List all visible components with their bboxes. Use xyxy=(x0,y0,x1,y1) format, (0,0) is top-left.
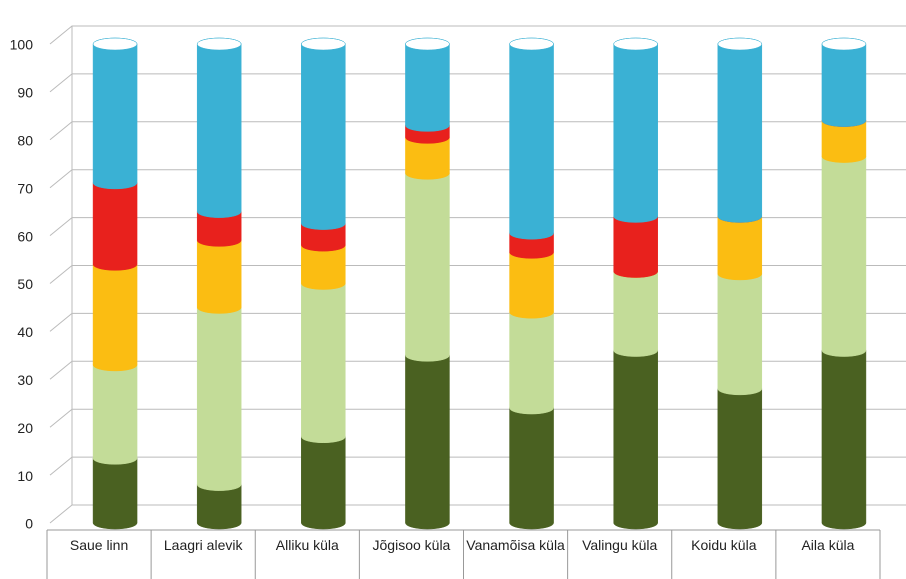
grid-line xyxy=(49,217,906,236)
cylinder-segment xyxy=(301,277,346,444)
cylinder-segment xyxy=(92,37,138,190)
x-tick-label: Saue linn xyxy=(69,537,129,553)
grid-line xyxy=(49,504,906,524)
cylinder-segment xyxy=(717,37,763,223)
x-tick-label: Laagri alevik xyxy=(163,537,243,553)
y-tick-label: 80 xyxy=(17,133,33,149)
y-tick-label: 50 xyxy=(17,276,33,292)
grid-line xyxy=(49,312,906,332)
cylinder-segment xyxy=(613,37,658,223)
cylinder-segment xyxy=(821,37,867,127)
cylinder-segment xyxy=(92,258,138,372)
grid-line xyxy=(49,121,906,141)
x-tick-label: Vanamõisa küla xyxy=(466,537,565,553)
y-tick-label: 100 xyxy=(10,37,34,53)
cylinder-segment xyxy=(405,167,450,362)
x-tick-label: Aila küla xyxy=(801,537,855,553)
x-tick-label: Koidu küla xyxy=(691,537,757,553)
x-tick-label: Valingu küla xyxy=(582,537,658,553)
cylinder-segment xyxy=(301,37,346,230)
cylinder-segment xyxy=(821,344,867,530)
x-tick-label: Alliku küla xyxy=(275,537,339,553)
cylinder-segment xyxy=(821,150,867,357)
cylinder-segment xyxy=(717,382,763,530)
grid-line xyxy=(49,169,906,189)
grid-line xyxy=(49,456,906,476)
cylinder-segment xyxy=(301,430,346,530)
y-tick-label: 10 xyxy=(17,468,33,484)
grid-line xyxy=(49,360,906,380)
grid-line xyxy=(49,265,906,284)
y-tick-label: 70 xyxy=(17,180,33,196)
cylinder-segment xyxy=(196,301,242,491)
cylinder-segment xyxy=(509,37,554,240)
y-tick-label: 40 xyxy=(17,324,33,340)
y-tick-label: 60 xyxy=(17,228,33,244)
cylinder-segment xyxy=(405,37,450,132)
grid-line xyxy=(49,25,906,45)
cylinder-segment xyxy=(405,349,450,530)
cylinder-segment xyxy=(92,176,138,271)
cylinder-segment xyxy=(613,344,658,530)
x-tick-label: Jõgisoo küla xyxy=(372,537,451,553)
grid-line xyxy=(49,408,906,428)
cylinder-segment xyxy=(717,267,763,396)
y-tick-label: 90 xyxy=(17,85,33,101)
cylinder-segment xyxy=(509,401,554,530)
y-tick-label: 30 xyxy=(17,372,33,388)
grid-line xyxy=(49,73,906,93)
cylinder-segment xyxy=(196,37,242,218)
y-tick-label: 20 xyxy=(17,420,33,436)
cylinder-segment xyxy=(92,358,138,465)
cylinder-segment xyxy=(509,305,554,415)
y-tick-label: 0 xyxy=(25,516,33,532)
cylinder-segment xyxy=(613,265,658,357)
